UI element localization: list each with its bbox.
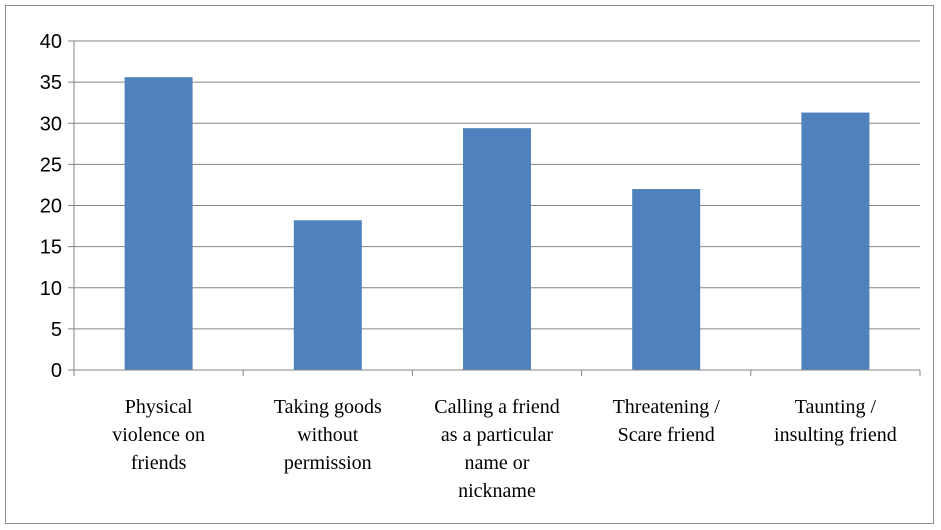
axes [68,40,921,376]
y-axis-tick-labels: 0 5 10 15 20 25 30 35 40 [40,31,62,382]
y-tick-label: 0 [51,360,62,382]
y-tick-label: 35 [40,72,62,94]
x-category-label-1: Physical violence on friends [112,396,205,474]
x-category-label-line: Scare friend [618,424,715,446]
x-category-label-3: Calling a friend as a particular name or ni… [434,396,560,502]
bar-3 [463,128,531,370]
x-category-label-line: Threatening / [613,396,721,418]
x-category-label-line: insulting friend [774,424,897,446]
x-category-label-line: violence on [112,424,205,446]
bar-1 [124,77,193,370]
y-tick-label: 30 [40,113,62,135]
x-category-label-line: as a particular [441,424,553,446]
y-tick-label: 20 [40,196,62,218]
bar-5 [801,112,870,371]
y-tick-label: 40 [40,31,62,53]
bar-4 [632,189,701,370]
bar-2 [293,220,362,370]
x-category-label-line: Calling a friend [434,396,560,418]
y-tick-label: 15 [40,237,62,259]
x-category-label-4: Threatening / Scare friend [613,396,721,446]
x-category-label-line: name or [465,452,530,474]
x-axis-category-labels: Physical violence on friends Taking goods wi… [112,396,897,502]
y-tick-label: 10 [40,278,62,300]
x-category-label-line: nickname [458,480,536,502]
x-category-label-line: Taking goods [274,396,382,418]
x-category-label-line: permission [284,452,372,474]
x-category-label-2: Taking goods without permission [274,396,382,474]
x-category-label-line: Physical [125,396,193,418]
x-category-label-line: without [297,424,359,446]
x-category-label-5: Taunting / insulting friend [774,396,897,446]
x-category-label-line: Taunting / [795,396,877,418]
bars [124,77,870,371]
x-category-label-line: friends [131,452,187,474]
y-tick-label: 25 [40,154,62,176]
y-tick-label: 5 [51,319,62,341]
